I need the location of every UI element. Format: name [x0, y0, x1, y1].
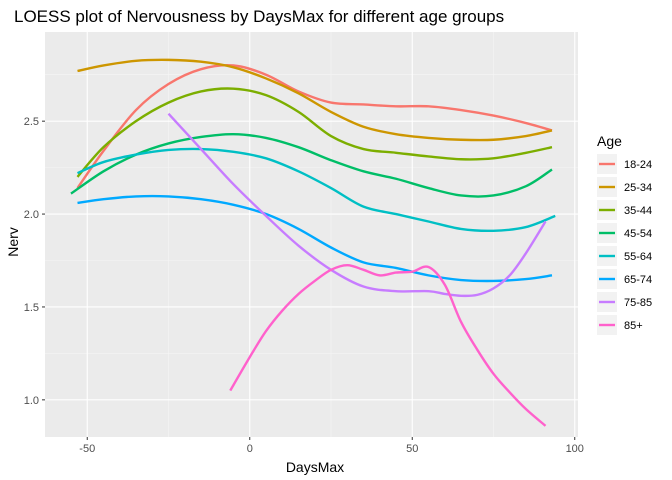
grid-major	[45, 32, 578, 437]
legend-label: 35-44	[624, 205, 652, 217]
x-axis-title: DaysMax	[286, 459, 344, 475]
x-tick-label: -50	[79, 443, 95, 455]
y-tick-label: 1.5	[24, 302, 39, 314]
legend-label: 55-64	[624, 251, 652, 263]
y-tick-label: 1.0	[24, 395, 39, 407]
series-line-55-64	[77, 147, 556, 233]
legend: Age 18-24 25-34 35-44 45-54 55-64 65-74 75-85 8…	[597, 133, 652, 335]
series-line-45-54	[70, 132, 553, 198]
chart-title: LOESS plot of Nervousness by DaysMax for…	[14, 7, 504, 26]
x-tick-label: 50	[406, 443, 418, 455]
legend-label: 75-85	[624, 297, 652, 309]
x-tick-label: 0	[247, 443, 253, 455]
legend-title: Age	[597, 133, 622, 149]
series-layer	[70, 58, 556, 427]
plot-panel	[45, 32, 578, 437]
series-line-75-85	[167, 112, 547, 298]
series-line-85+	[229, 263, 547, 427]
x-tick-label: 100	[566, 443, 584, 455]
series-line-65-74	[77, 194, 553, 283]
series-line-35-44	[76, 87, 553, 178]
y-axis-title: Nerv	[5, 227, 21, 257]
legend-label: 65-74	[624, 274, 652, 286]
legend-label: 25-34	[624, 182, 652, 194]
legend-label: 45-54	[624, 228, 652, 240]
grid-minor	[45, 32, 578, 437]
legend-label: 85+	[624, 320, 643, 332]
y-axis: 1.0 1.5 2.0 2.5	[24, 116, 45, 407]
series-line-18-24	[76, 63, 553, 189]
y-tick-label: 2.5	[24, 116, 39, 128]
y-tick-label: 2.0	[24, 209, 39, 221]
legend-label: 18-24	[624, 159, 652, 171]
x-axis: -50 0 50 100	[79, 437, 584, 455]
series-line-25-34	[77, 58, 553, 142]
